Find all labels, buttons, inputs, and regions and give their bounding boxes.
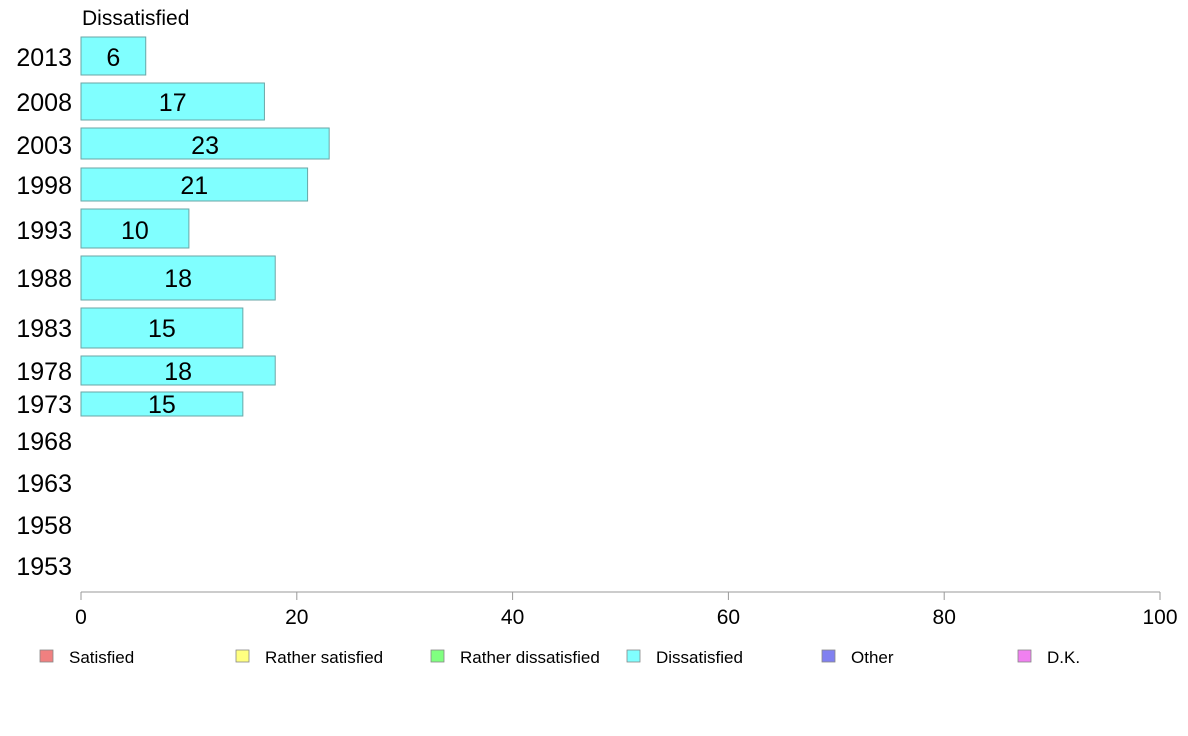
x-tick-label: 60 xyxy=(717,606,740,629)
legend-item: Dissatisfied xyxy=(626,648,743,667)
bar xyxy=(80,167,309,202)
legend-swatch xyxy=(39,649,54,663)
bar xyxy=(80,255,276,301)
bar-value-label: 23 xyxy=(191,132,219,160)
year-labels: 2013 2008 2003 1998 1993 1988 1983 1978 1973 1968… xyxy=(16,44,72,581)
bar-value-label: 10 xyxy=(121,217,149,245)
x-tick-label: 0 xyxy=(75,606,87,629)
bar xyxy=(80,82,265,121)
bar-value-label: 15 xyxy=(148,391,176,419)
x-axis-ticks: 0 20 40 60 80 100 xyxy=(75,592,1178,629)
year-label: 2008 xyxy=(16,89,72,117)
legend: Satisfied Rather satisfied Rather dissatis… xyxy=(39,648,1080,667)
year-label: 1953 xyxy=(16,553,72,581)
year-label: 1983 xyxy=(16,315,72,343)
legend-item: Other xyxy=(821,648,894,667)
year-label: 1998 xyxy=(16,172,72,200)
bar-value-label: 18 xyxy=(164,358,192,386)
year-label: 1988 xyxy=(16,265,72,293)
year-label: 1993 xyxy=(16,217,72,245)
legend-swatch xyxy=(430,649,445,663)
year-label: 1968 xyxy=(16,428,72,456)
bar xyxy=(80,391,244,417)
bar-value-label: 17 xyxy=(159,89,187,117)
year-label: 1978 xyxy=(16,358,72,386)
bar xyxy=(80,307,244,349)
bar xyxy=(80,208,190,249)
legend-label: D.K. xyxy=(1047,648,1080,667)
legend-swatch xyxy=(235,649,250,663)
legend-swatch xyxy=(1017,649,1032,663)
legend-item: D.K. xyxy=(1017,648,1080,667)
bar-value-label: 21 xyxy=(180,172,208,200)
x-tick-label: 20 xyxy=(285,606,308,629)
year-label: 2013 xyxy=(16,44,72,72)
legend-label: Dissatisfied xyxy=(656,648,743,667)
legend-item: Satisfied xyxy=(39,648,134,667)
year-label: 1973 xyxy=(16,391,72,419)
legend-label: Rather dissatisfied xyxy=(460,648,600,667)
year-label: 2003 xyxy=(16,132,72,160)
bar xyxy=(80,355,276,386)
legend-label: Rather satisfied xyxy=(265,648,383,667)
bar-value-label: 15 xyxy=(148,315,176,343)
legend-swatch xyxy=(626,649,641,663)
year-label: 1963 xyxy=(16,470,72,498)
bar xyxy=(80,36,147,76)
legend-label: Other xyxy=(851,648,894,667)
x-tick-label: 100 xyxy=(1142,606,1177,629)
bar-value-label: 6 xyxy=(106,44,120,72)
bar xyxy=(80,127,330,160)
x-tick-label: 40 xyxy=(501,606,524,629)
x-tick-label: 80 xyxy=(933,606,956,629)
panel-title: Dissatisfied xyxy=(82,7,189,30)
legend-swatch xyxy=(821,649,836,663)
bar-value-label: 18 xyxy=(164,265,192,293)
legend-label: Satisfied xyxy=(69,648,134,667)
year-label: 1958 xyxy=(16,512,72,540)
legend-item: Rather satisfied xyxy=(235,648,383,667)
legend-item: Rather dissatisfied xyxy=(430,648,600,667)
